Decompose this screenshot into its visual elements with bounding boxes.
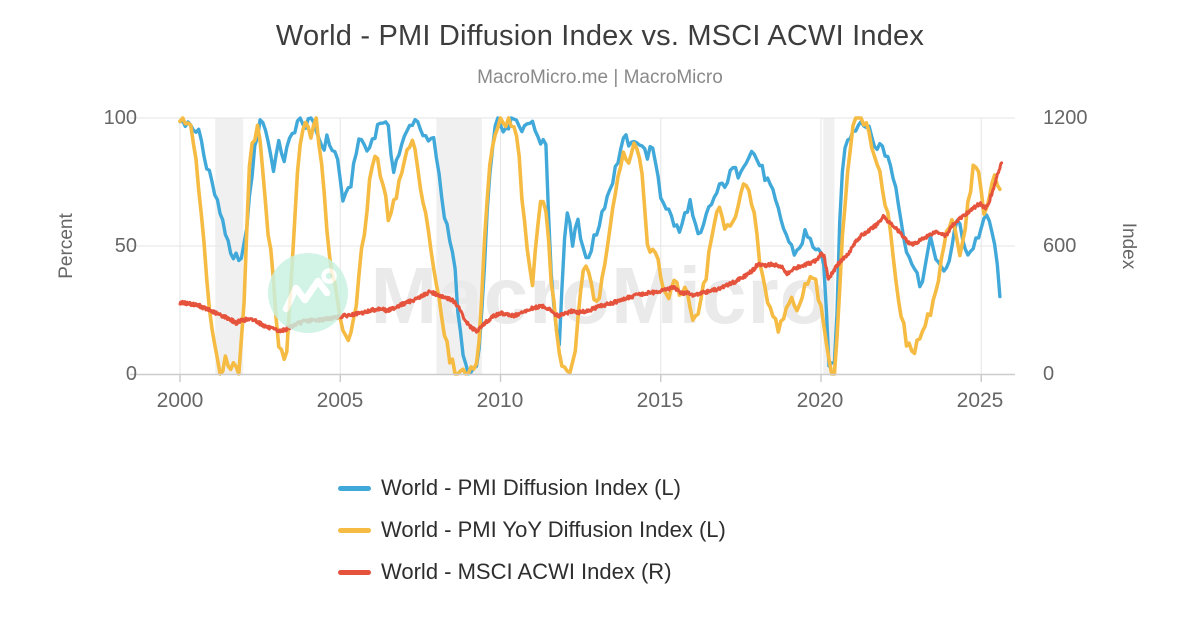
x-axis-tick-2015: 2015 (636, 389, 684, 412)
x-axis-tick-2005: 2005 (316, 389, 364, 412)
left-axis-tick-100: 100 (103, 107, 137, 129)
left-axis-tick-50: 50 (114, 235, 137, 257)
page-subtitle: MacroMicro.me | MacroMicro (477, 67, 723, 88)
macromicro-logo-icon (268, 253, 348, 333)
legend-item-pmi-diffusion[interactable]: World - PMI Diffusion Index (L) (338, 467, 726, 509)
legend-item-label: World - PMI Diffusion Index (L) (381, 475, 681, 500)
x-axis-tick-2020: 2020 (796, 389, 844, 412)
legend-item-pmi-yoy-diffusion[interactable]: World - PMI YoY Diffusion Index (L) (338, 509, 726, 551)
legend-item-label: World - MSCI ACWI Index (R) (381, 559, 672, 584)
legend-marker-line (338, 485, 371, 491)
legend-item-label: World - PMI YoY Diffusion Index (L) (381, 517, 726, 542)
legend-marker-line (338, 569, 371, 575)
x-axis-tick-2025: 2025 (956, 389, 1004, 412)
x-axis-tick-2010: 2010 (476, 389, 524, 412)
x-axis-tick-2000: 2000 (156, 389, 204, 412)
page-title: World - PMI Diffusion Index vs. MSCI ACW… (275, 20, 925, 52)
legend-item-msci-acwi[interactable]: World - MSCI ACWI Index (R) (338, 551, 726, 593)
legend-marker-line (338, 527, 371, 533)
right-axis-tick-1200: 1200 (1043, 107, 1088, 129)
right-axis-tick-0: 0 (1043, 363, 1055, 385)
left-axis-tick-0: 0 (125, 363, 137, 385)
x-axis-line (130, 373, 1015, 382)
right-axis-tick-600: 600 (1043, 235, 1077, 257)
legend: World - PMI Diffusion Index (L) World - … (338, 467, 726, 593)
